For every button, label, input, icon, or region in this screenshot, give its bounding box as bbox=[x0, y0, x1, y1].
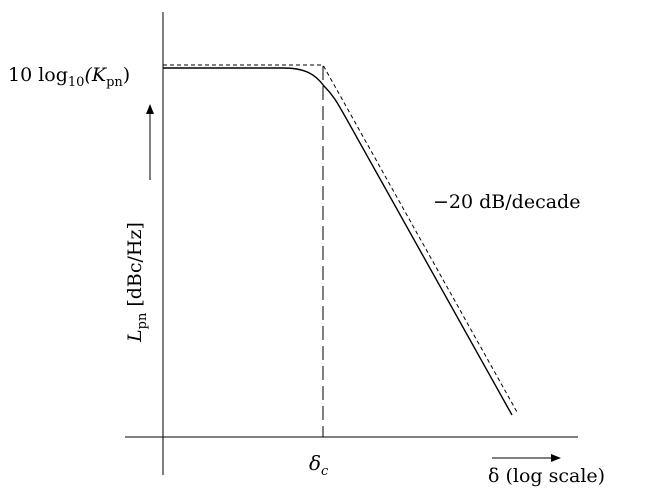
x-axis-title: δ (log scale) bbox=[488, 465, 605, 487]
slope-label: −20 dB/decade bbox=[433, 191, 580, 213]
y-axis-title: Lpn[dBc/Hz] bbox=[124, 222, 150, 343]
response-curve bbox=[163, 67, 513, 416]
corner-frequency-label: δc bbox=[309, 451, 329, 479]
asymptote-dashed bbox=[163, 64, 518, 413]
y-level-label: 10 log10(Kpn) bbox=[8, 64, 130, 90]
